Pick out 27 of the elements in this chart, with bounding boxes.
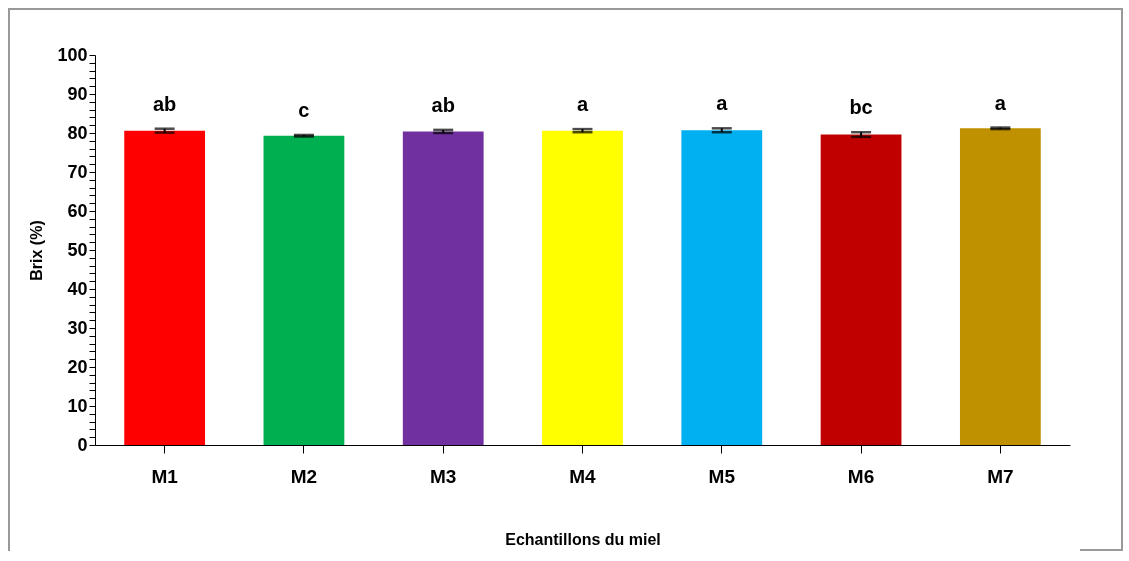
y-tick-label: 60 [67,200,88,221]
y-tick-label: 50 [67,239,88,260]
annotation: ab [152,92,177,115]
x-tick-label: M2 [290,465,318,487]
y-tick-label: 10 [67,395,88,416]
y-tick-label: 0 [77,434,88,455]
y-tick-label: 20 [67,356,88,377]
annotation: ab [431,93,455,116]
y-tick-label: 90 [67,83,88,104]
x-tick-label: M7 [987,465,1014,487]
x-tick-label: M4 [569,465,597,487]
annotation: a [716,92,729,115]
annotation: a [576,93,589,116]
x-tick-label: M5 [708,465,736,487]
annotation: c [298,98,310,121]
y-tick-label: 40 [67,278,88,299]
y-tick-label: 100 [57,44,88,65]
x-tick-label: M3 [430,465,457,487]
y-tick-label: 30 [67,317,88,338]
x-tick-label: M1 [151,465,179,487]
x-axis-title: Echantillons du miel [505,530,661,548]
annotation: bc [849,96,873,119]
annotation: a [994,91,1007,114]
y-tick-label: 80 [67,122,88,143]
y-tick-label: 70 [67,161,88,182]
x-tick-label: M6 [847,465,875,487]
y-axis-title: Brix (%) [28,220,46,281]
